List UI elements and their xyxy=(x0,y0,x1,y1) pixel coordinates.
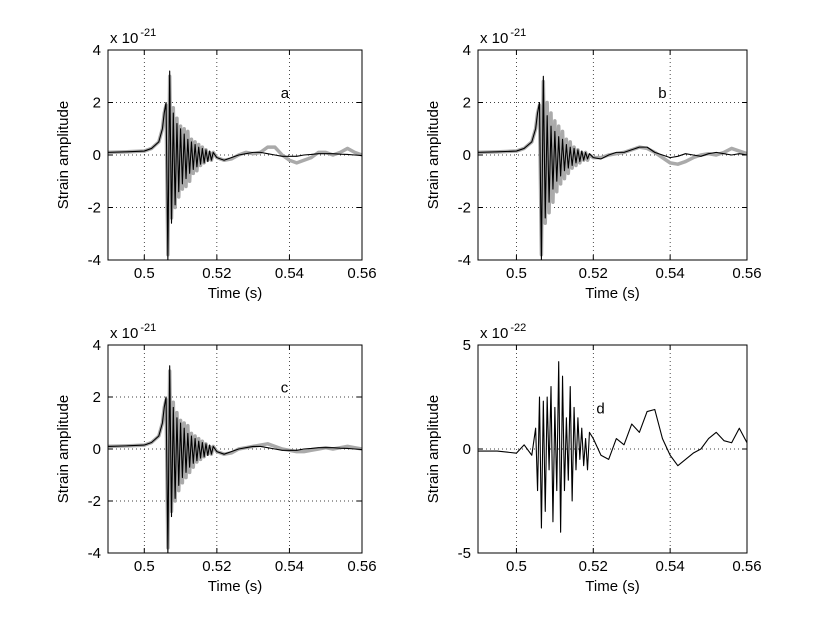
multiplier-base: x 10 xyxy=(110,325,138,342)
axis-multiplier: x 10 -21 xyxy=(480,27,526,47)
series-line xyxy=(107,365,363,554)
x-axis-label: Time (s) xyxy=(208,285,262,302)
series-line xyxy=(477,79,748,257)
y-axis-label: Strain amplitude xyxy=(55,395,72,503)
y-axis-label: Strain amplitude xyxy=(55,101,72,209)
x-tick-label: 0.5 xyxy=(134,265,155,282)
y-tick-label: 0 xyxy=(93,441,101,458)
x-tick-label: 0.52 xyxy=(202,265,231,282)
axes-frame xyxy=(477,344,748,554)
x-tick-label: 0.56 xyxy=(732,558,761,575)
x-axis-label: Time (s) xyxy=(208,578,262,595)
y-tick-label: -2 xyxy=(88,493,101,510)
series-line xyxy=(107,70,363,261)
x-axis-label: Time (s) xyxy=(585,285,639,302)
y-tick-label: 2 xyxy=(93,389,101,406)
y-tick-label: -2 xyxy=(458,200,471,217)
y-tick-label: -4 xyxy=(88,545,101,562)
x-tick-label: 0.5 xyxy=(506,558,527,575)
axes-frame xyxy=(107,344,363,554)
panel-label: b xyxy=(658,85,666,102)
y-tick-label: 2 xyxy=(93,95,101,112)
x-tick-label: 0.54 xyxy=(275,265,304,282)
y-tick-label: 2 xyxy=(463,95,471,112)
x-tick-label: 0.56 xyxy=(347,558,376,575)
multiplier-exponent: -21 xyxy=(510,27,526,39)
x-tick-label: 0.56 xyxy=(732,265,761,282)
axes-frame xyxy=(477,49,748,261)
x-tick-label: 0.54 xyxy=(656,558,685,575)
multiplier-exponent: -21 xyxy=(140,27,156,39)
x-tick-label: 0.5 xyxy=(134,558,155,575)
panel-label: c xyxy=(281,380,289,397)
x-tick-label: 0.54 xyxy=(275,558,304,575)
y-tick-label: -4 xyxy=(458,252,471,269)
x-tick-label: 0.52 xyxy=(579,558,608,575)
axis-multiplier: x 10 -21 xyxy=(110,322,156,342)
x-axis-label: Time (s) xyxy=(585,578,639,595)
y-axis-label: Strain amplitude xyxy=(425,395,442,503)
panel: 0.5 0.52 0.54 0.56 -4 -2 0 2 4 Time (s) Strain amp… xyxy=(55,322,377,595)
y-tick-label: 4 xyxy=(463,42,471,59)
panel: 0.5 0.52 0.54 0.56 -4 -2 0 2 4 Time (s) Strain amp… xyxy=(425,27,762,302)
multiplier-base: x 10 xyxy=(480,325,508,342)
series-line xyxy=(478,361,748,533)
multiplier-base: x 10 xyxy=(110,30,138,47)
multiplier-exponent: -21 xyxy=(140,322,156,334)
y-tick-label: 0 xyxy=(93,147,101,164)
axes-frame xyxy=(107,49,363,261)
panel-label: d xyxy=(596,400,604,417)
x-tick-label: 0.5 xyxy=(506,265,527,282)
multiplier-exponent: -22 xyxy=(510,322,526,334)
y-tick-label: 4 xyxy=(93,337,101,354)
series-line xyxy=(107,74,363,257)
y-tick-label: 4 xyxy=(93,42,101,59)
x-tick-label: 0.54 xyxy=(656,265,685,282)
y-axis-label: Strain amplitude xyxy=(425,101,442,209)
y-tick-label: -2 xyxy=(88,200,101,217)
axis-multiplier: x 10 -22 xyxy=(480,322,526,342)
x-tick-label: 0.52 xyxy=(202,558,231,575)
y-tick-label: -4 xyxy=(88,252,101,269)
y-tick-label: 0 xyxy=(463,147,471,164)
panel-label: a xyxy=(281,85,290,102)
multiplier-base: x 10 xyxy=(480,30,508,47)
series-line xyxy=(107,369,363,550)
y-tick-label: -5 xyxy=(458,545,471,562)
panel: 0.5 0.52 0.54 0.56 -4 -2 0 2 4 Time (s) Strain amp… xyxy=(55,27,377,302)
series-line xyxy=(477,75,748,261)
panel: 0.5 0.52 0.54 0.56 -5 0 5 Time (s) Strain amplit… xyxy=(425,322,762,595)
y-tick-label: 0 xyxy=(463,441,471,458)
x-tick-label: 0.56 xyxy=(347,265,376,282)
y-tick-label: 5 xyxy=(463,337,471,354)
x-tick-label: 0.52 xyxy=(579,265,608,282)
axis-multiplier: x 10 -21 xyxy=(110,27,156,47)
